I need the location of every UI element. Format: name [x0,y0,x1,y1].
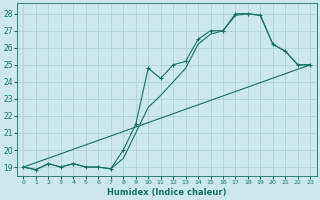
X-axis label: Humidex (Indice chaleur): Humidex (Indice chaleur) [107,188,227,197]
